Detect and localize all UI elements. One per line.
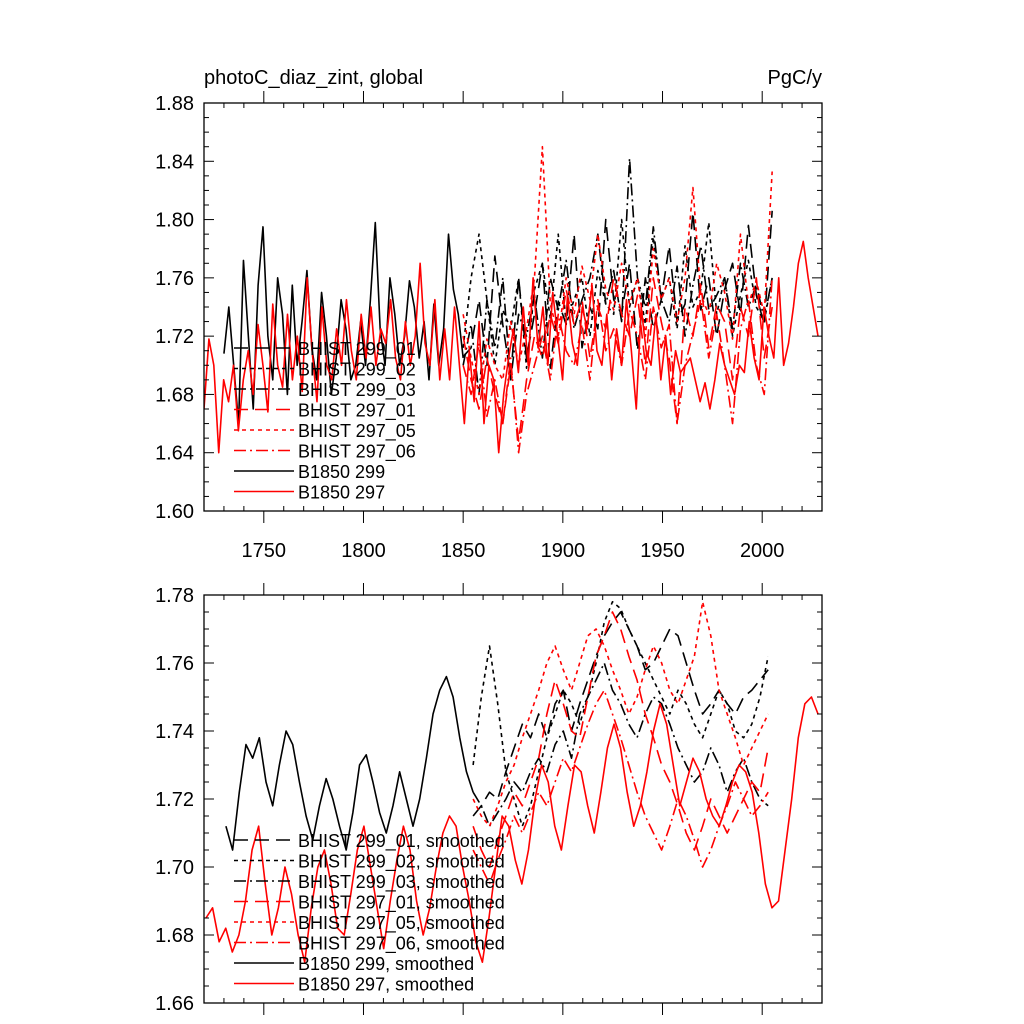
- legend-label: BHIST 299_02: [298, 360, 416, 381]
- y-tick-label: 1.76: [155, 268, 194, 290]
- y-tick-label: 1.78: [155, 585, 194, 607]
- legend-label: BHIST 297_06: [298, 442, 416, 463]
- series-line-b1850-299-smoothed: [225, 675, 474, 851]
- y-tick-label: 1.80: [155, 210, 194, 232]
- legend-label: BHIST 299_03: [298, 380, 416, 401]
- legend-label: BHIST 299_03, smoothed: [298, 872, 505, 893]
- y-tick-label: 1.84: [155, 151, 194, 173]
- chart-units: PgC/y: [768, 67, 822, 89]
- x-tick-label: 1850: [441, 540, 486, 562]
- y-tick-label: 1.68: [155, 384, 194, 406]
- bottom-panel: 1.66 1.68 1.70 1.72 1.74 1.76 1.78 BHIST 299_01…: [155, 583, 823, 1015]
- y-tick-label: 1.64: [155, 443, 194, 465]
- y-tick-label: 1.74: [155, 721, 194, 743]
- x-tick-label: 2000: [740, 540, 785, 562]
- x-tick-label: 1800: [341, 540, 386, 562]
- y-tick-label: 1.88: [155, 93, 194, 115]
- legend-label: BHIST 297_05, smoothed: [298, 913, 505, 934]
- series-line-b1850-297-smoothed: [205, 696, 819, 964]
- legend-label: BHIST 299_01: [298, 339, 416, 360]
- series-line-bhist-297-05: [462, 145, 773, 396]
- legend-label: BHIST 299_01, smoothed: [298, 831, 505, 852]
- legend-label: BHIST 299_02, smoothed: [298, 852, 505, 873]
- x-tick-label: 1750: [242, 540, 287, 562]
- y-tick-label: 1.72: [155, 326, 194, 348]
- legend-label: B1850 297, smoothed: [298, 975, 474, 995]
- series-line-b1850-297: [204, 240, 819, 454]
- legend-label: BHIST 297_01: [298, 401, 416, 422]
- y-tick-label: 1.76: [155, 653, 194, 675]
- series-group: [205, 600, 819, 964]
- y-tick-label: 1.66: [155, 993, 194, 1015]
- y-tick-label: 1.60: [155, 501, 194, 523]
- y-tick-label: 1.68: [155, 925, 194, 947]
- series-line-bhist-297-05-smoothed: [472, 600, 769, 828]
- legend-label: B1850 299: [298, 462, 385, 482]
- series-group: [204, 145, 819, 454]
- y-tick-label: 1.70: [155, 857, 194, 879]
- chart-title: photoC_diaz_zint, global: [204, 67, 423, 89]
- legend-label: B1850 297: [298, 483, 385, 503]
- series-line-bhist-297-01: [462, 277, 773, 442]
- legend-label: BHIST 297_05: [298, 421, 416, 442]
- x-tick-label: 1900: [541, 540, 586, 562]
- series-line-bhist-297-01-smoothed: [472, 611, 769, 868]
- x-tick-label: 1950: [640, 540, 685, 562]
- y-tick-label: 1.72: [155, 789, 194, 811]
- legend-label: BHIST 297_06, smoothed: [298, 934, 505, 955]
- series-line-bhist-299-02: [462, 218, 773, 370]
- legend-label: B1850 299, smoothed: [298, 954, 474, 974]
- series-line-bhist-297-06: [462, 277, 773, 454]
- top-panel: 1.60 1.64 1.68 1.72 1.76 1.80 1.84 1.88 1750 1800…: [155, 91, 823, 562]
- series-line-bhist-299-01: [462, 210, 773, 378]
- legend-label: BHIST 297_01, smoothed: [298, 893, 505, 914]
